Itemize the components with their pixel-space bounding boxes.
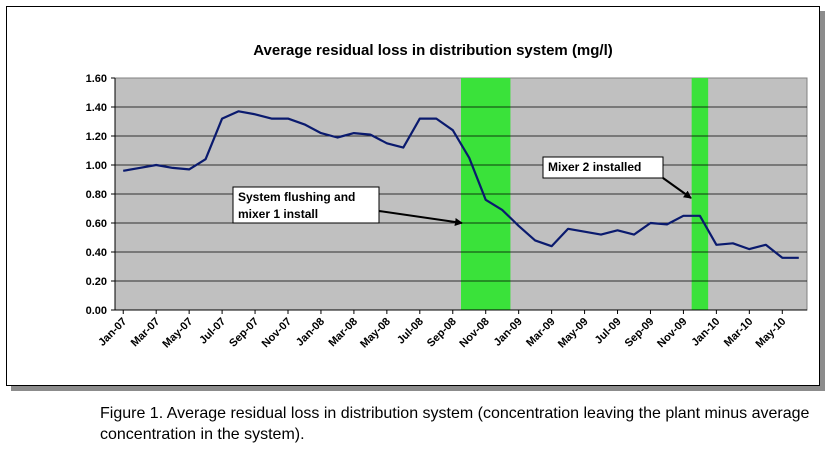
x-tick-label: Mar-08: [326, 316, 360, 350]
x-tick-label: Mar-10: [722, 316, 756, 350]
y-tick-label: 1.60: [86, 73, 107, 85]
gridlines: [111, 77, 807, 311]
x-tick-label: Jul-09: [593, 316, 624, 347]
y-tick-label: 0.60: [86, 218, 107, 230]
y-axis-tick-labels: 0.00 0.20 0.40 0.60 0.80 1.00 1.20 1.40 1.60: [86, 73, 107, 317]
x-tick-label: Nov-08: [457, 316, 491, 350]
x-tick-label: Sep-07: [227, 316, 261, 350]
x-tick-label: May-10: [754, 316, 789, 351]
chart-frame: Average residual loss in distribution sy…: [6, 6, 820, 386]
annotation-text-1: mixer 1 install: [238, 207, 318, 221]
x-tick-label: Sep-09: [623, 316, 657, 350]
line-chart: Average residual loss in distribution sy…: [86, 42, 808, 350]
figure-caption: Figure 1. Average residual loss in distr…: [100, 405, 810, 443]
annotation-text-1: System flushing and: [238, 190, 355, 204]
annotation-box-2: [542, 156, 664, 179]
annotations: System flushing and mixer 1 install Mixer …: [232, 156, 692, 226]
annotation-arrow-2: [662, 177, 692, 199]
y-tick-label: 0.40: [86, 247, 107, 259]
data-series: [123, 110, 799, 259]
x-tick-label: Mar-09: [524, 316, 558, 350]
x-tick-label: Jan-07: [96, 316, 129, 349]
x-tick-label: May-09: [556, 316, 591, 351]
y-tick-label: 1.40: [86, 102, 107, 114]
annotation-box-1: [232, 186, 380, 224]
series-line-1: [123, 110, 799, 259]
y-tick-label: 0.20: [86, 276, 107, 288]
x-tick-label: Jan-08: [294, 316, 327, 349]
x-tick-label: Jul-08: [395, 316, 426, 347]
y-tick-label: 0.00: [86, 305, 107, 317]
chart-title: Average residual loss in distribution sy…: [253, 42, 613, 59]
x-tick-label: Sep-08: [425, 316, 459, 350]
x-tick-label: May-07: [160, 316, 195, 351]
y-tick-label: 1.20: [86, 131, 107, 143]
annotation-arrow-1: [378, 210, 463, 226]
x-tick-label: Jan-09: [492, 316, 525, 349]
y-tick-label: 0.80: [86, 189, 107, 201]
y-tick-label: 1.00: [86, 160, 107, 172]
x-tick-label: Mar-07: [129, 316, 163, 350]
annotation-text-2: Mixer 2 installed: [548, 160, 641, 174]
x-tick-label: Nov-07: [260, 316, 294, 350]
x-tick-label: Jul-07: [197, 316, 228, 347]
x-tick-label: Jan-10: [689, 316, 722, 349]
x-tick-label: May-08: [358, 316, 393, 351]
x-tick-label: Nov-09: [655, 316, 689, 350]
